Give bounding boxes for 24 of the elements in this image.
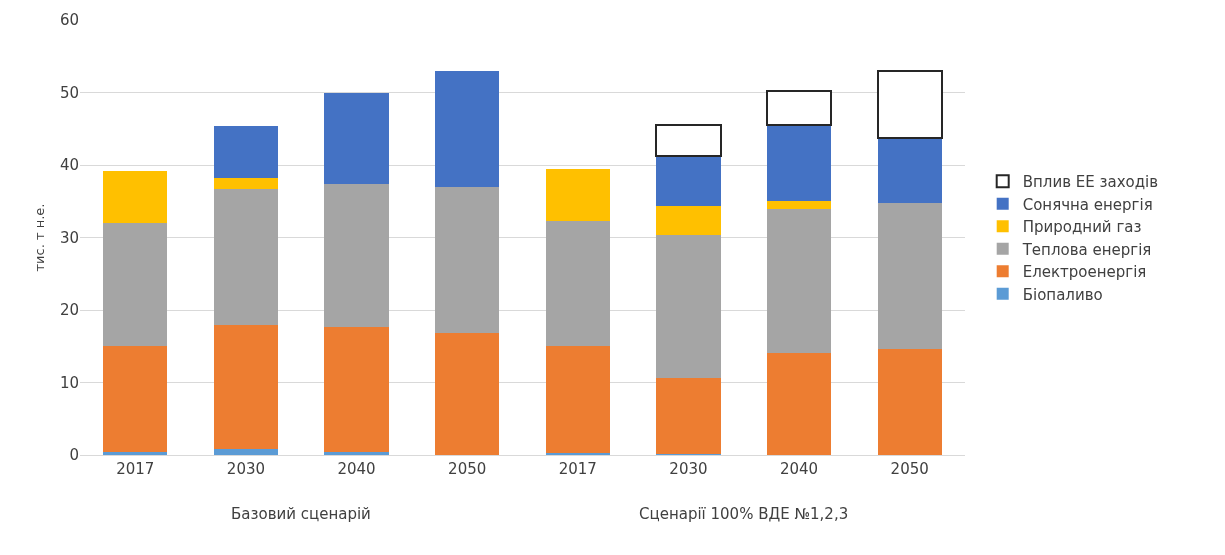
- y-tick-label: 20: [59, 301, 79, 320]
- text: Базовий сценарій: [231, 505, 371, 523]
- y-tick-label: 50: [59, 83, 79, 102]
- text: Сценарії 100% ВДЕ №1,2,3: [639, 505, 849, 523]
- y-tick-label: 60: [59, 11, 79, 30]
- legend-label: Природний газ: [1022, 218, 1142, 237]
- y-axis-title: тис. т н.е.: [32, 203, 47, 272]
- legend-label: Сонячна енергія: [1022, 195, 1153, 214]
- y-tick-label: 40: [59, 156, 79, 175]
- x-tick-label: 2030: [226, 460, 266, 478]
- x-tick-label: 2017: [116, 460, 155, 478]
- x-tick-label: 2040: [337, 460, 376, 478]
- y-tick-label: 30: [59, 228, 79, 247]
- x-tick-label: 2050: [890, 460, 929, 478]
- x-tick-label: 2040: [779, 460, 819, 478]
- legend-label: Вплив ЕЕ заходів: [1022, 173, 1159, 192]
- legend-label: Електроенергія: [1022, 263, 1147, 282]
- x-tick-label: 2030: [669, 460, 708, 478]
- y-tick-label: 0: [69, 446, 79, 465]
- x-tick-label: 2017: [558, 460, 597, 478]
- x-tick-label: 2050: [448, 460, 487, 478]
- legend-label: Біопаливо: [1022, 285, 1103, 304]
- y-tick-label: 10: [59, 373, 79, 392]
- legend-label: Теплова енергія: [1021, 240, 1152, 259]
